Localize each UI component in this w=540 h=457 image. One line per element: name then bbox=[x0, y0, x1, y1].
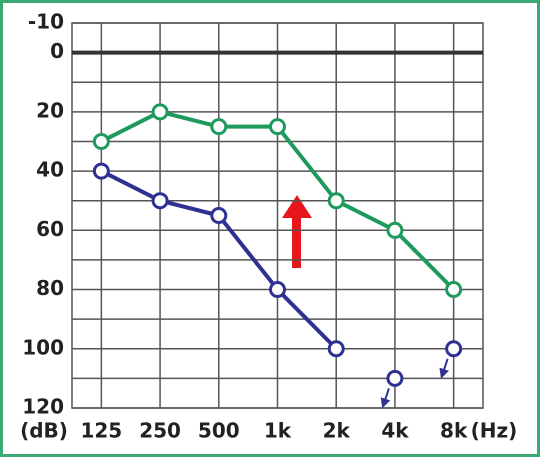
y-tick-label: 40 bbox=[36, 158, 64, 182]
y-tick-label: 20 bbox=[36, 98, 64, 122]
y-tick-label: 100 bbox=[22, 335, 64, 359]
data-point bbox=[151, 103, 169, 121]
data-point bbox=[151, 192, 169, 210]
y-tick-label: 120 bbox=[22, 395, 64, 419]
x-unit: (Hz) bbox=[471, 419, 518, 443]
data-point bbox=[386, 369, 404, 387]
y-tick-label: -10 bbox=[28, 10, 64, 34]
x-tick-label: 8k bbox=[440, 419, 468, 443]
data-point bbox=[92, 132, 110, 150]
red-arrow bbox=[282, 195, 312, 268]
x-tick-label: 2k bbox=[323, 419, 351, 443]
data-point bbox=[269, 281, 286, 299]
data-point bbox=[445, 281, 463, 299]
x-tick-label: 500 bbox=[198, 419, 240, 443]
data-point bbox=[269, 118, 286, 136]
data-point bbox=[445, 340, 463, 358]
no-response-arrow bbox=[380, 388, 391, 409]
data-point bbox=[386, 221, 404, 239]
arrow-shaft bbox=[292, 214, 301, 268]
y-tick-label: 0 bbox=[50, 39, 64, 63]
x-tick-label: 250 bbox=[139, 419, 181, 443]
x-tick-label: 4k bbox=[381, 419, 409, 443]
y-unit: (dB) bbox=[20, 419, 68, 443]
data-point bbox=[210, 118, 228, 136]
data-point bbox=[327, 192, 345, 210]
no-response-arrow bbox=[439, 358, 449, 379]
data-point bbox=[327, 340, 345, 358]
data-point bbox=[210, 207, 228, 224]
data-point bbox=[92, 162, 110, 180]
arrow-head bbox=[282, 195, 312, 218]
x-tick-label: 125 bbox=[80, 419, 122, 443]
y-tick-label: 60 bbox=[36, 217, 64, 241]
x-tick-label: 1k bbox=[264, 419, 292, 443]
y-tick-label: 80 bbox=[36, 276, 64, 300]
